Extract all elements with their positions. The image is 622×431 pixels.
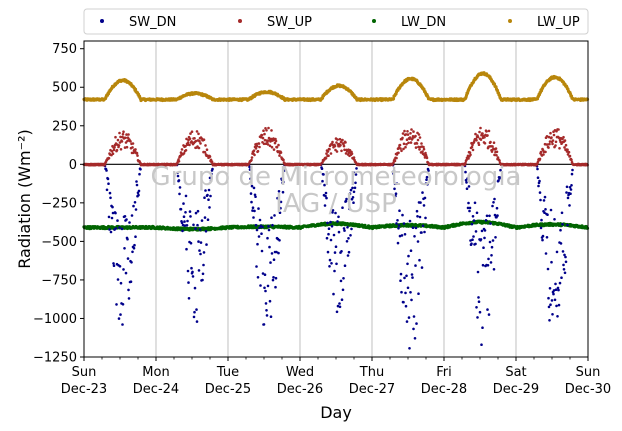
x-axis-title: Day: [320, 403, 352, 422]
legend-marker-0: [100, 19, 104, 23]
legend-marker-3: [508, 19, 512, 23]
x-tick-label-2: Tue: [216, 365, 239, 380]
series-lw-up: [82, 71, 590, 103]
y-tick-label-4: −250: [41, 196, 77, 211]
legend-item-lw-dn: LW_DN: [372, 15, 446, 30]
y-tick-label-8: 750: [52, 42, 77, 57]
legend-label-0: SW_DN: [129, 15, 176, 30]
x-tick-date-2: Dec-25: [205, 382, 251, 397]
series-points-sw-up: [82, 126, 589, 167]
y-tick-label-2: −750: [41, 273, 77, 288]
x-tick-label-7: Sun: [576, 365, 601, 380]
series-lw-dn: [82, 219, 590, 232]
watermark: Grupo de Micrometeorologia IAG / USP: [151, 162, 522, 219]
x-tick-label-3: Wed: [286, 365, 314, 380]
y-axis-title: Radiation (Wm⁻²): [15, 129, 34, 268]
series-points-lw-dn: [82, 219, 590, 232]
grid-lines: [155, 41, 517, 357]
y-tick-label-6: 250: [52, 119, 77, 134]
x-tick-date-7: Dec-30: [565, 382, 611, 397]
x-tick-label-1: Mon: [142, 365, 169, 380]
x-axis-ticks: Sun Dec-23 Mon Dec-24 Tue Dec-25 Wed Dec-26 Thu D…: [61, 357, 611, 397]
x-tick-date-0: Dec-23: [61, 382, 107, 397]
y-tick-label-5: 0: [69, 158, 77, 173]
legend-item-lw-up: LW_UP: [508, 15, 580, 30]
x-tick-date-1: Dec-24: [133, 382, 179, 397]
y-axis-ticks: −1250 −1000 −750 −500 −250 0 250 500 750: [33, 42, 84, 366]
x-tick-date-4: Dec-27: [349, 382, 395, 397]
x-tick-date-5: Dec-28: [421, 382, 467, 397]
legend-marker-2: [372, 19, 376, 23]
x-tick-date-6: Dec-29: [493, 382, 539, 397]
y-tick-label-7: 500: [52, 81, 77, 96]
x-tick-label-5: Fri: [436, 365, 452, 380]
watermark-line-2: IAG / USP: [275, 189, 397, 219]
legend-label-3: LW_UP: [537, 15, 580, 30]
series-points-lw-up: [82, 71, 590, 103]
watermark-line-1: Grupo de Micrometeorologia: [151, 162, 522, 192]
legend-marker-1: [238, 19, 242, 23]
x-tick-date-3: Dec-26: [277, 382, 323, 397]
x-tick-label-6: Sat: [505, 365, 526, 380]
series-sw-up: [82, 126, 589, 167]
y-tick-label-1: −1000: [33, 312, 77, 327]
series-sw-dn: [82, 163, 589, 350]
legend-box: [83, 8, 589, 35]
y-tick-label-3: −500: [41, 235, 77, 250]
y-tick-label-0: −1250: [33, 351, 77, 366]
legend-label-1: SW_UP: [267, 15, 312, 30]
x-tick-label-4: Thu: [359, 365, 384, 380]
legend: SW_DN SW_UP LW_DN LW_UP: [83, 8, 589, 35]
legend-item-sw-dn: SW_DN: [100, 15, 176, 30]
legend-item-sw-up: SW_UP: [238, 15, 312, 30]
legend-label-2: LW_DN: [401, 15, 446, 30]
x-tick-label-0: Sun: [72, 365, 97, 380]
